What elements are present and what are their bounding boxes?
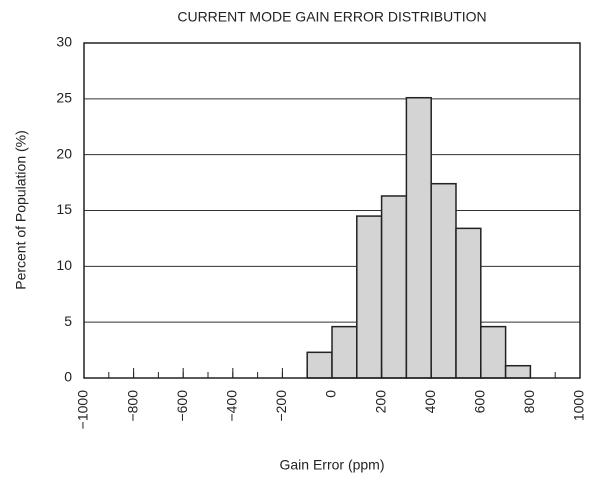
x-tick-label: 400 [422, 390, 438, 414]
bar [356, 215, 383, 379]
y-tick-label: 20 [56, 145, 72, 161]
x-tick-label: 600 [472, 390, 488, 414]
x-tick-label: 0 [323, 390, 339, 398]
y-tick-label: 25 [56, 90, 72, 106]
bar [455, 227, 482, 379]
y-tick-label: 5 [64, 313, 72, 329]
x-axis-label: Gain Error (ppm) [279, 457, 384, 473]
bar [380, 195, 408, 379]
y-tick-label: 15 [56, 201, 72, 217]
x-tick-label: −800 [124, 390, 140, 422]
bar [306, 351, 333, 379]
x-tick-label: −200 [273, 390, 289, 422]
y-tick-label: 0 [64, 369, 72, 385]
bar [504, 364, 532, 379]
y-tick-label: 30 [56, 34, 72, 50]
bar [480, 325, 507, 379]
chart-title: CURRENT MODE GAIN ERROR DISTRIBUTION [177, 9, 486, 25]
x-tick-label: −1000 [75, 390, 91, 430]
y-axis-label: Percent of Population (%) [13, 130, 29, 290]
x-tick-label: 800 [521, 390, 537, 414]
x-tick-label: −600 [174, 390, 190, 422]
x-tick-label: −400 [224, 390, 240, 422]
bar [430, 182, 457, 379]
y-tick-label: 10 [56, 257, 72, 273]
x-tick-label: 200 [372, 390, 388, 414]
bar [331, 325, 358, 379]
bar [405, 96, 432, 379]
x-tick-label: 1000 [571, 390, 587, 421]
